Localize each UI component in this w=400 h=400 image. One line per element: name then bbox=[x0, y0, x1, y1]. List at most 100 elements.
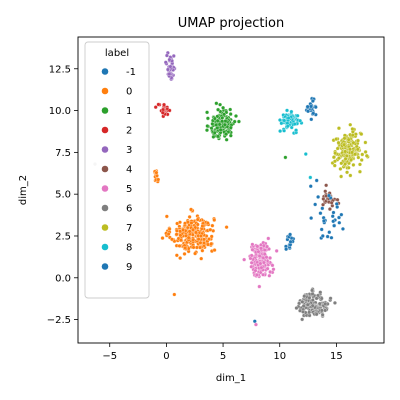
data-point-label-1 bbox=[210, 121, 215, 126]
data-point-label-7 bbox=[331, 155, 336, 160]
data-point-label--1 bbox=[309, 216, 314, 221]
data-point-label-6 bbox=[307, 295, 312, 300]
data-point-label--1 bbox=[316, 194, 321, 199]
data-point-label-6 bbox=[307, 310, 312, 315]
data-point-label--1 bbox=[327, 230, 332, 235]
data-point-label-5 bbox=[253, 268, 258, 273]
data-point-label-6 bbox=[310, 288, 315, 293]
data-point-label-5 bbox=[271, 267, 276, 272]
data-point-label-6 bbox=[310, 303, 315, 308]
data-point-label-1 bbox=[228, 107, 233, 112]
data-point-label--1 bbox=[313, 202, 318, 207]
data-point-label-0 bbox=[167, 227, 172, 232]
data-point-label-1 bbox=[212, 116, 217, 121]
data-point-label-5 bbox=[249, 253, 254, 258]
data-point-label-1 bbox=[216, 134, 220, 139]
data-point-label-3 bbox=[164, 53, 169, 58]
data-point-label-0 bbox=[206, 242, 210, 247]
data-point-label-7 bbox=[350, 127, 355, 131]
data-point-label-1 bbox=[218, 102, 223, 107]
data-point-label-1 bbox=[222, 112, 227, 117]
data-point-label-4 bbox=[321, 196, 326, 201]
data-point-label-0 bbox=[198, 240, 203, 245]
legend-marker-5 bbox=[101, 184, 109, 193]
data-point-label-8 bbox=[295, 113, 300, 118]
data-point-label--1 bbox=[314, 178, 319, 183]
data-point-label-7 bbox=[345, 170, 350, 175]
legend-marker-4 bbox=[101, 165, 109, 173]
y-axis: −2.5 0.0 2.5 5.0 7.5 10.0 12.5 bbox=[47, 64, 78, 326]
data-point-label-1 bbox=[220, 119, 225, 124]
data-point-label-1 bbox=[205, 110, 210, 115]
data-point-label--1 bbox=[308, 184, 313, 189]
data-point-label-0 bbox=[178, 233, 183, 238]
data-point-label-9 bbox=[313, 105, 318, 110]
data-point-label-4 bbox=[327, 207, 332, 212]
data-point-label-1 bbox=[221, 105, 226, 110]
data-point-label-1 bbox=[216, 107, 221, 112]
data-point-label-7 bbox=[358, 162, 362, 167]
data-point-label-4 bbox=[321, 202, 325, 207]
data-point-label-7 bbox=[346, 165, 351, 170]
data-point-label-0 bbox=[207, 237, 211, 242]
data-point-label-6 bbox=[333, 300, 337, 305]
data-point-label-7 bbox=[338, 166, 343, 171]
data-point-label-2 bbox=[160, 110, 165, 115]
y-tick-label: 7.5 bbox=[55, 148, 71, 159]
data-point-label-2 bbox=[167, 108, 172, 113]
data-point-label-5 bbox=[250, 242, 255, 247]
data-point-label-0 bbox=[154, 170, 159, 175]
data-point-label--1 bbox=[334, 201, 339, 206]
data-point-label--1 bbox=[318, 211, 323, 216]
data-point-label--1 bbox=[339, 212, 344, 217]
data-point-label-5 bbox=[259, 246, 264, 251]
data-point-label-6 bbox=[323, 301, 328, 306]
data-point-label--1 bbox=[321, 218, 326, 223]
data-point-label-0 bbox=[195, 217, 200, 222]
data-point-label--1 bbox=[319, 227, 324, 232]
data-point-label-8 bbox=[282, 118, 287, 123]
data-point-label-1 bbox=[228, 112, 233, 117]
data-point-label-1 bbox=[228, 125, 233, 130]
data-point-label-0 bbox=[212, 218, 217, 222]
data-point-label-6 bbox=[317, 301, 322, 306]
legend-marker-2 bbox=[101, 126, 109, 134]
data-point-label-7 bbox=[349, 157, 354, 162]
points-layer bbox=[93, 50, 370, 327]
data-point-label-5 bbox=[262, 252, 267, 257]
data-point-label-5 bbox=[259, 265, 264, 270]
data-point-label-1 bbox=[205, 116, 210, 121]
data-point-label-7 bbox=[356, 138, 360, 143]
data-point-label-9 bbox=[288, 232, 293, 237]
x-axis-label: dim_1 bbox=[216, 373, 246, 384]
legend-label-5: 5 bbox=[126, 184, 132, 195]
data-point-label-5 bbox=[264, 255, 269, 260]
data-point-label-0 bbox=[177, 243, 182, 248]
legend-label-4: 4 bbox=[126, 165, 132, 176]
y-tick-label: 12.5 bbox=[49, 64, 71, 75]
data-point-label-1 bbox=[232, 119, 237, 124]
data-point-label-5 bbox=[265, 244, 269, 249]
data-point-label-6 bbox=[320, 312, 325, 317]
data-point-label-9 bbox=[310, 99, 315, 103]
data-point-label-0 bbox=[193, 251, 198, 256]
data-point-label-0 bbox=[156, 177, 161, 182]
data-point-label-0 bbox=[210, 223, 215, 228]
data-point-label-3 bbox=[167, 72, 172, 76]
legend-label-9: 9 bbox=[126, 262, 132, 273]
data-point-outlier bbox=[253, 322, 258, 327]
data-point-label-0 bbox=[195, 222, 200, 227]
data-point-label-5 bbox=[255, 244, 260, 249]
data-point-label-0 bbox=[198, 234, 203, 238]
data-point-label-7 bbox=[347, 147, 352, 152]
legend-marker--1 bbox=[101, 67, 109, 76]
plot-frame bbox=[77, 36, 385, 344]
data-point-label-0 bbox=[174, 228, 179, 233]
y-tick-label: 5.0 bbox=[55, 190, 71, 201]
data-point-label-0 bbox=[174, 232, 179, 237]
data-point-label-1 bbox=[205, 128, 209, 133]
data-point-label-6 bbox=[314, 296, 319, 301]
data-point-label-8 bbox=[292, 122, 297, 126]
y-tick-label: 10.0 bbox=[49, 106, 71, 117]
